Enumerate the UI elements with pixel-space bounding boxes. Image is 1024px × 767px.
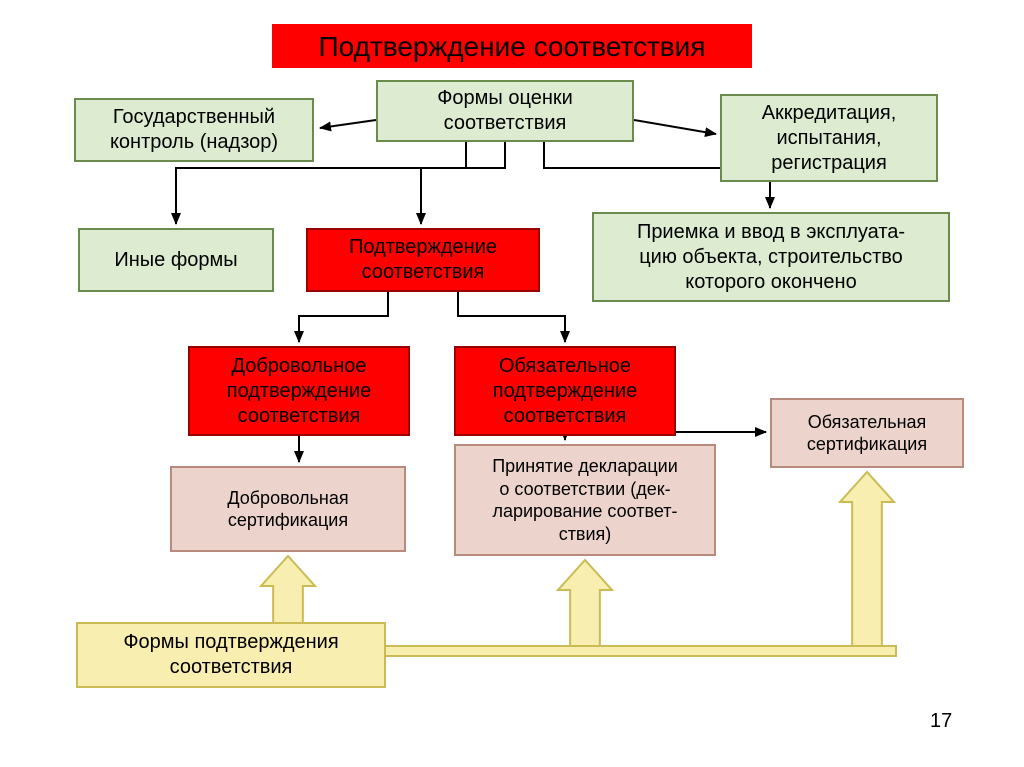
node-decl: Принятие декларациио соответствии (дек-л…	[454, 444, 716, 556]
node-label: Аккредитация,испытания,регистрация	[762, 101, 897, 176]
node-other: Иные формы	[78, 228, 274, 292]
node-forms: Формы оценкисоответствия	[376, 80, 634, 142]
big-arrow-2	[840, 472, 894, 646]
node-label: Обязательнаясертификация	[807, 411, 927, 456]
node-volconf: Добровольноеподтверждениесоответствия	[188, 346, 410, 436]
node-volcert: Добровольнаясертификация	[170, 466, 406, 552]
node-confirm: Подтверждениесоответствия	[306, 228, 540, 292]
node-label: Подтверждениесоответствия	[349, 235, 497, 285]
node-oblcert: Обязательнаясертификация	[770, 398, 964, 468]
node-oblconf: Обязательноеподтверждениесоответствия	[454, 346, 676, 436]
node-label: Подтверждение соответствия	[319, 29, 706, 64]
node-label: Добровольноеподтверждениесоответствия	[227, 354, 372, 429]
node-title: Подтверждение соответствия	[272, 24, 752, 68]
node-label: Иные формы	[114, 248, 237, 273]
node-accept: Приемка и ввод в эксплуата-цию объекта, …	[592, 212, 950, 302]
node-label: Формы подтверждениясоответствия	[123, 630, 338, 680]
node-label: Государственныйконтроль (надзор)	[110, 105, 278, 155]
edge-forms-gov	[320, 120, 376, 128]
node-label: Формы оценкисоответствия	[437, 86, 573, 136]
node-label: Обязательноеподтверждениесоответствия	[493, 354, 638, 429]
node-gov: Государственныйконтроль (надзор)	[74, 98, 314, 162]
edge-forms-confirm	[421, 142, 505, 224]
edge-forms-accred	[634, 120, 716, 134]
node-accred: Аккредитация,испытания,регистрация	[720, 94, 938, 182]
node-label: Принятие декларациио соответствии (дек-л…	[492, 455, 678, 545]
edge-confirm-oblconf	[458, 292, 565, 342]
node-label: Добровольнаясертификация	[227, 487, 348, 532]
big-arrow-1	[558, 560, 612, 646]
node-formconf: Формы подтверждениясоответствия	[76, 622, 386, 688]
edge-confirm-volconf	[299, 292, 388, 342]
page-number: 17	[930, 710, 952, 733]
node-label: Приемка и ввод в эксплуата-цию объекта, …	[637, 220, 905, 295]
